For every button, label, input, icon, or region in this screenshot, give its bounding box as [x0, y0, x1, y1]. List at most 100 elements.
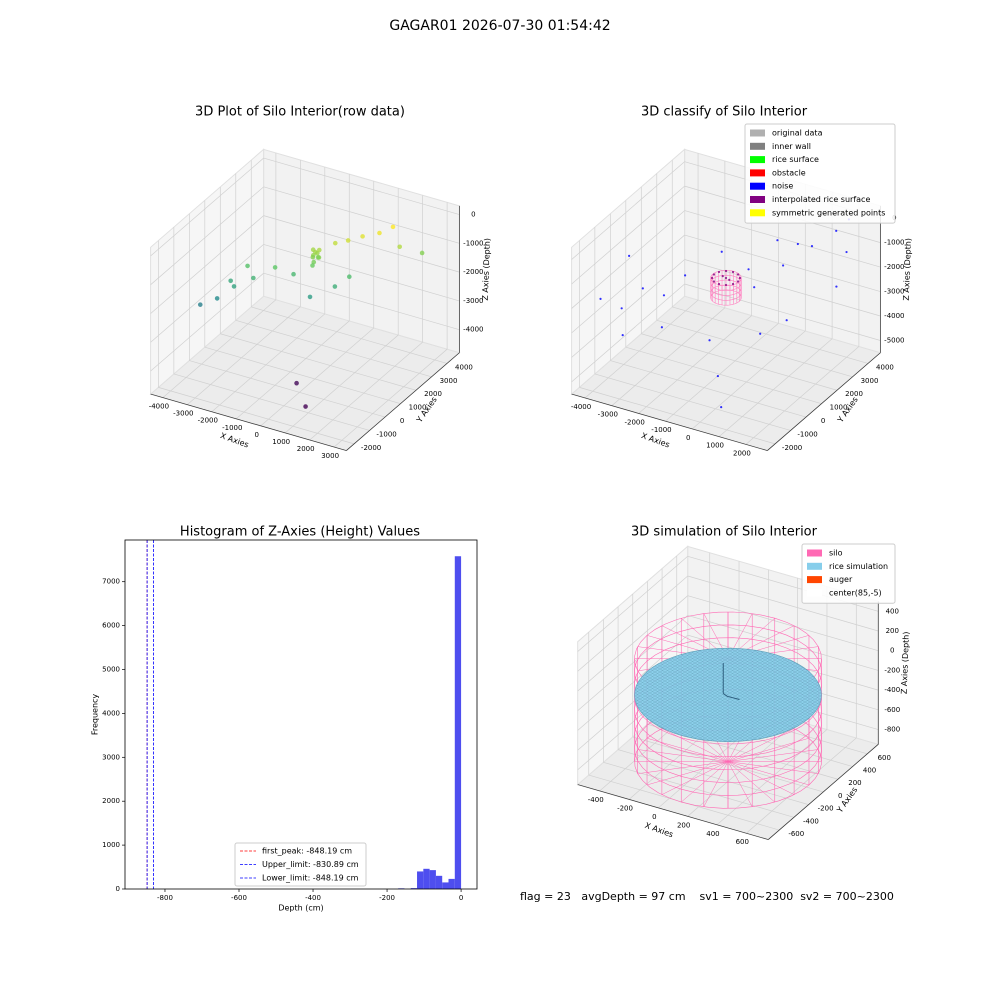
point [228, 278, 233, 284]
x-tick-label: 0 [652, 813, 656, 821]
grid-line [263, 272, 460, 331]
grid-line [309, 341, 423, 441]
point [310, 247, 316, 253]
point [397, 244, 402, 250]
z-tick-label: -3000 [884, 288, 904, 296]
point [214, 296, 220, 301]
point [332, 284, 338, 289]
axis-line [346, 352, 460, 451]
x-tick-label: 1000 [706, 442, 724, 450]
z-tick-label: -1000 [463, 239, 483, 247]
legend-box [744, 123, 896, 224]
axis-line [150, 393, 347, 451]
legend-swatch [807, 576, 822, 584]
grid-line [333, 348, 448, 448]
point [307, 294, 313, 300]
grid-line [150, 157, 264, 257]
grid-line [220, 333, 417, 391]
point [721, 275, 724, 278]
z-tick-label: -1000 [884, 239, 904, 247]
bar [417, 871, 424, 889]
point [720, 406, 723, 409]
grid-line [260, 327, 374, 427]
grid-line [745, 346, 860, 445]
point [724, 269, 728, 273]
chart-title: 3D classify of Silo Interior [641, 105, 808, 120]
grid-line [150, 272, 264, 372]
point [620, 307, 623, 310]
grid-line [584, 299, 699, 399]
grid-line [579, 387, 776, 445]
z-axis-label: Z Axies (Depth) [902, 238, 913, 301]
point [710, 276, 714, 280]
point [231, 284, 237, 289]
wire [681, 761, 729, 803]
y-tick-label: 4000 [455, 363, 473, 371]
wire [727, 761, 795, 795]
grid-line [687, 575, 879, 632]
x-tick-label: -400 [588, 796, 604, 804]
legend-swatch [750, 169, 765, 177]
wire [727, 761, 810, 786]
y-tick-label: 600 [878, 754, 891, 762]
wire [637, 761, 729, 774]
point [245, 263, 250, 269]
grid-line [204, 346, 401, 404]
y-tick-label: 400 [863, 767, 876, 775]
y-tick-label: 1000 [409, 404, 427, 412]
y-tick-label: 2000 [102, 797, 120, 805]
grid-line [263, 244, 460, 302]
x-tick-label: -1000 [222, 424, 242, 432]
grid-line [641, 333, 838, 391]
z-tick-label: -400 [884, 686, 900, 694]
x-tick-label: -400 [305, 894, 321, 902]
footer: flag = 23 avgDepth = 97 cm sv1 = 700~230… [520, 890, 894, 903]
grid-line [263, 186, 460, 244]
legend-swatch [807, 589, 822, 597]
legend-label: Upper_limit: -830.89 cm [262, 860, 359, 869]
wire [646, 761, 729, 786]
grid-line [150, 244, 264, 343]
point [728, 278, 731, 281]
y-tick-label: 3000 [861, 377, 879, 385]
grid-line [610, 360, 807, 418]
y-tick-label: -2000 [361, 444, 381, 452]
point [360, 234, 365, 239]
x-tick-label: 3000 [321, 452, 339, 460]
z-tick-label: -5000 [884, 336, 904, 344]
x-tick-label: -4000 [571, 403, 591, 411]
point [724, 276, 728, 280]
legend-label: noise [772, 182, 793, 191]
grid-line [150, 215, 264, 314]
point [684, 274, 687, 277]
rice-surface [634, 647, 822, 743]
grid-line [684, 283, 881, 341]
z-tick-label: 0 [471, 211, 475, 219]
legend-label: center(85,-5) [829, 588, 882, 597]
y-tick-label: -1000 [376, 430, 396, 438]
x-tick-label: 0 [686, 434, 690, 442]
point [796, 242, 799, 246]
point [377, 230, 382, 236]
y-tick-label: 0 [116, 885, 120, 893]
x-tick-label: 2000 [733, 449, 751, 457]
z-tick-label: -2000 [884, 263, 904, 271]
wire [727, 737, 810, 762]
y-tick-label: -200 [818, 805, 834, 813]
z-axis-label: Z Axies (Depth) [481, 238, 492, 301]
point [716, 374, 719, 378]
wire [727, 761, 775, 803]
bar [435, 875, 443, 889]
point [628, 254, 631, 257]
y-tick-label: 3000 [102, 753, 120, 761]
legend-swatch [750, 196, 765, 203]
grid-line [625, 346, 822, 404]
y-tick-label: 0 [838, 792, 842, 800]
legend-label: inner wall [772, 142, 811, 151]
legend-label: interpolated rice surface [772, 195, 870, 204]
x-tick-label: 600 [736, 838, 749, 846]
x-tick-label: -200 [617, 804, 633, 812]
y-tick-label: -2000 [782, 444, 802, 452]
y-tick-label: 5000 [102, 666, 120, 674]
point [753, 286, 756, 289]
